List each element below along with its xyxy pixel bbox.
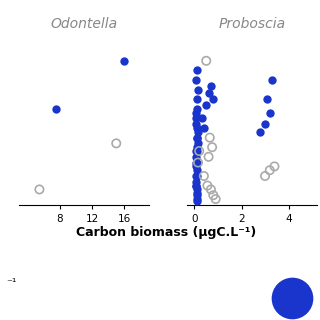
Point [267,110,272,115]
Point [205,183,210,188]
Point [272,164,277,169]
Point [122,58,127,63]
Point [194,116,199,121]
Point [194,125,199,131]
Point [194,173,199,179]
Point [269,77,275,83]
Point [213,196,218,202]
Point [194,148,199,154]
Point [194,196,199,202]
Point [194,154,199,159]
Point [196,129,201,134]
Point [194,168,199,173]
Point [265,97,270,102]
Point [193,183,198,188]
Point [204,102,209,108]
Point [195,160,200,165]
Point [193,77,198,83]
Title: Odontella: Odontella [50,17,117,31]
Point [193,183,198,188]
Point [53,106,58,111]
Point [195,193,200,198]
Point [204,58,209,63]
Point [199,116,204,121]
Point [258,129,263,134]
Text: Carbon biomass (μgC.L⁻¹): Carbon biomass (μgC.L⁻¹) [76,226,257,239]
Point [194,110,199,115]
Point [206,91,211,96]
Point [201,125,206,131]
Point [262,122,268,127]
Point [194,122,199,127]
Point [207,135,212,140]
Point [206,154,211,159]
Title: Proboscia: Proboscia [219,17,286,31]
Point [208,83,213,88]
Point [0,179,5,184]
Point [194,68,199,73]
Point [208,187,213,192]
Point [211,193,216,198]
Point [196,141,201,146]
Point [194,187,199,192]
Point [194,160,199,165]
Point [262,173,268,179]
Point [195,97,200,102]
Point [195,198,200,204]
Point [194,145,199,150]
Point [0,129,5,134]
Point [201,173,206,179]
Point [289,296,294,301]
Point [196,148,202,154]
Point [37,187,42,192]
Point [195,191,200,196]
Point [193,173,198,179]
Point [194,179,199,184]
Point [267,168,272,173]
Point [195,135,200,140]
Point [194,135,199,140]
Point [196,160,201,165]
Point [194,148,199,154]
Text: ⁻¹: ⁻¹ [6,278,17,288]
Point [210,145,215,150]
Point [194,106,199,111]
Point [193,164,198,169]
Point [196,87,201,92]
Point [114,141,119,146]
Point [211,97,216,102]
